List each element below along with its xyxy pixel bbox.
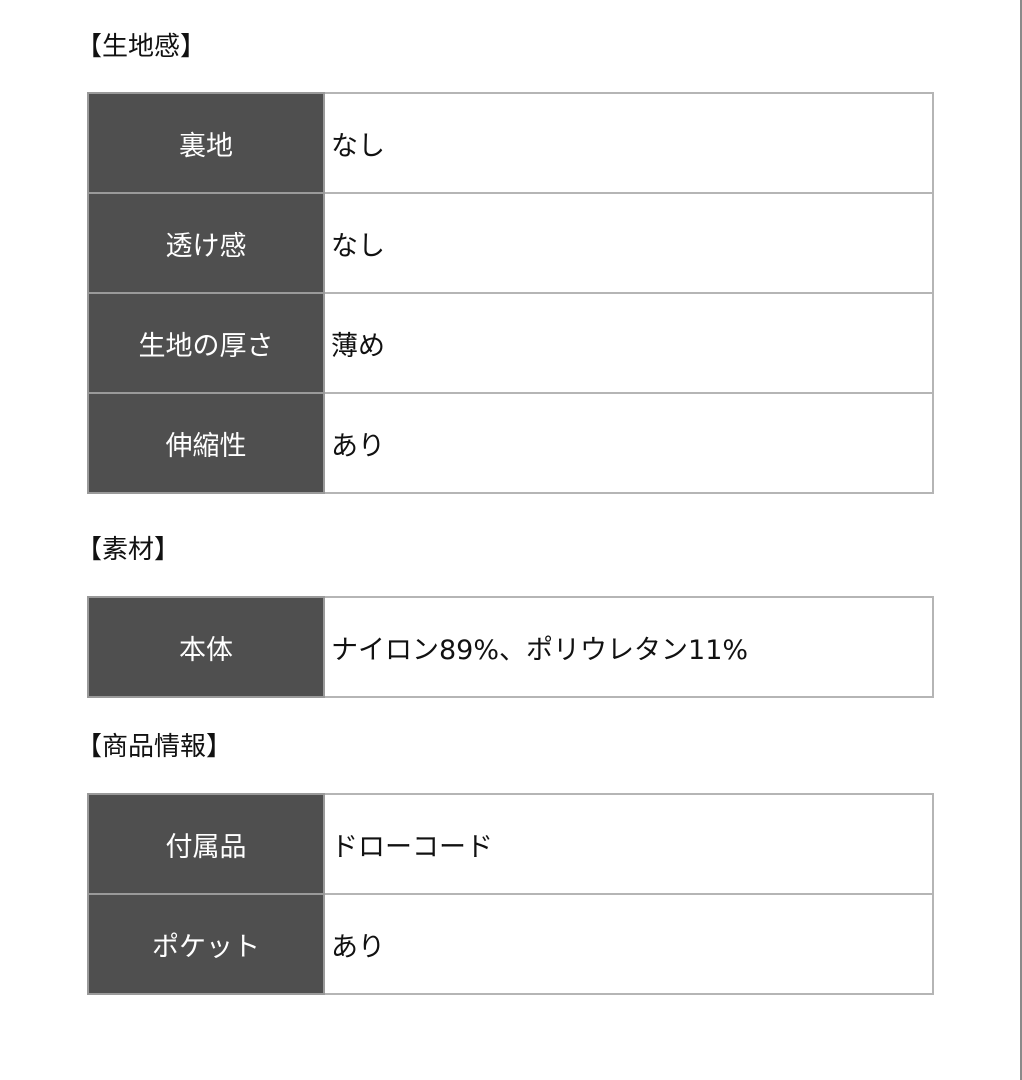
table-row: 本体 ナイロン89%、ポリウレタン11% [87,596,934,698]
row-label: 付属品 [87,793,325,895]
row-value: あり [323,392,934,494]
product-info-table: 付属品 ドローコード ポケット あり [87,793,934,995]
row-label: 伸縮性 [87,392,325,494]
row-value: あり [323,893,934,995]
section-heading-material: 【素材】 [76,535,181,565]
row-value: なし [323,192,934,294]
row-label: 透け感 [87,192,325,294]
row-label: 裏地 [87,92,325,194]
table-row: 伸縮性 あり [87,392,934,494]
table-row: 透け感 なし [87,192,934,294]
row-value: ドローコード [323,793,934,895]
row-label: 生地の厚さ [87,292,325,394]
table-row: ポケット あり [87,893,934,995]
section-heading-product-info: 【商品情報】 [76,732,233,762]
fabric-table: 裏地 なし 透け感 なし 生地の厚さ 薄め 伸縮性 あり [87,92,934,494]
row-value: なし [323,92,934,194]
material-table: 本体 ナイロン89%、ポリウレタン11% [87,596,934,698]
table-row: 付属品 ドローコード [87,793,934,895]
row-label: ポケット [87,893,325,995]
right-edge-divider [1020,0,1022,1080]
row-label: 本体 [87,596,325,698]
row-value: 薄め [323,292,934,394]
row-value: ナイロン89%、ポリウレタン11% [323,596,934,698]
table-row: 裏地 なし [87,92,934,194]
section-heading-fabric: 【生地感】 [76,32,207,62]
table-row: 生地の厚さ 薄め [87,292,934,394]
